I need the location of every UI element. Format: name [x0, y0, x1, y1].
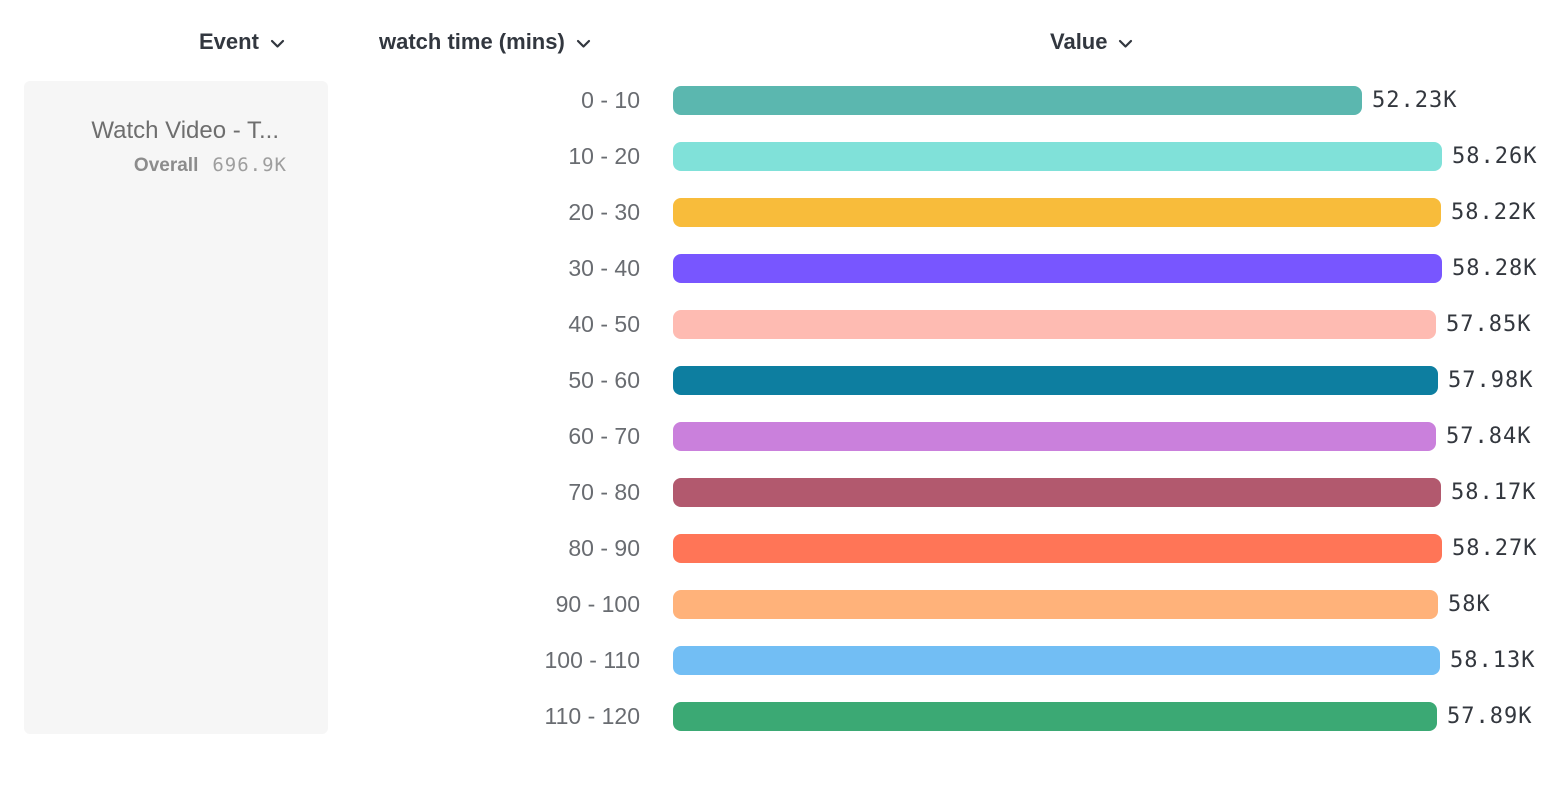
- value-column-label: Value: [1050, 29, 1108, 54]
- chart-row: 0 - 10 52.23K: [0, 86, 1537, 115]
- chevron-down-icon: [1118, 39, 1133, 49]
- bar[interactable]: [673, 366, 1438, 395]
- bar[interactable]: [673, 590, 1438, 619]
- chart-row: 70 - 80 58.17K: [0, 478, 1537, 507]
- event-title: Watch Video - T...: [91, 117, 279, 144]
- value-label: 52.23K: [1372, 88, 1458, 113]
- bar[interactable]: [673, 478, 1441, 507]
- category-label: 90 - 100: [555, 591, 640, 617]
- bar[interactable]: [673, 534, 1442, 563]
- overall-value: 696.9K: [212, 154, 287, 176]
- bar[interactable]: [673, 422, 1436, 451]
- bar[interactable]: [673, 254, 1442, 283]
- overall-row: Overall 696.9K: [24, 154, 328, 177]
- value-label: 57.89K: [1447, 704, 1533, 729]
- category-label: 100 - 110: [544, 647, 640, 673]
- event-legend-card[interactable]: Watch Video - T... Overall 696.9K: [24, 81, 328, 734]
- chevron-down-icon: [270, 39, 285, 49]
- chart-row: 30 - 40 58.28K: [0, 254, 1537, 283]
- event-column-header[interactable]: Event: [199, 29, 285, 55]
- overall-label: Overall: [133, 155, 199, 176]
- value-column-header[interactable]: Value: [1050, 29, 1133, 55]
- bar-chart-rows: 0 - 10 52.23K 10 - 20 58.26K 20 - 30 58.…: [0, 86, 1537, 758]
- value-label: 57.84K: [1446, 424, 1532, 449]
- chart-row: 20 - 30 58.22K: [0, 198, 1537, 227]
- category-label: 20 - 30: [568, 199, 640, 225]
- category-label: 50 - 60: [568, 367, 640, 393]
- category-label: 40 - 50: [568, 311, 640, 337]
- bar[interactable]: [673, 702, 1437, 731]
- chart-row: 10 - 20 58.26K: [0, 142, 1537, 171]
- bar[interactable]: [673, 646, 1440, 675]
- value-label: 58.27K: [1452, 536, 1538, 561]
- chart-row: 100 - 110 58.13K: [0, 646, 1537, 675]
- bar[interactable]: [673, 198, 1441, 227]
- chart-row: 80 - 90 58.27K: [0, 534, 1537, 563]
- value-label: 58.17K: [1451, 480, 1537, 505]
- chart-row: 90 - 100 58K: [0, 590, 1537, 619]
- category-label: 60 - 70: [568, 423, 640, 449]
- event-column-label: Event: [199, 29, 259, 54]
- category-label: 70 - 80: [568, 479, 640, 505]
- watch-time-column-label: watch time (mins): [379, 29, 565, 54]
- value-label: 57.98K: [1448, 368, 1534, 393]
- chevron-down-icon: [576, 39, 591, 49]
- chart-row: 40 - 50 57.85K: [0, 310, 1537, 339]
- bar[interactable]: [673, 310, 1436, 339]
- category-label: 0 - 10: [581, 87, 640, 113]
- value-label: 57.85K: [1446, 312, 1532, 337]
- value-label: 58.13K: [1450, 648, 1536, 673]
- value-label: 58K: [1448, 592, 1491, 617]
- chart-row: 110 - 120 57.89K: [0, 702, 1537, 731]
- category-label: 30 - 40: [568, 255, 640, 281]
- category-label: 80 - 90: [568, 535, 640, 561]
- chart-row: 50 - 60 57.98K: [0, 366, 1537, 395]
- category-label: 10 - 20: [568, 143, 640, 169]
- bar[interactable]: [673, 142, 1442, 171]
- value-label: 58.26K: [1452, 144, 1538, 169]
- value-label: 58.22K: [1451, 200, 1537, 225]
- chart-row: 60 - 70 57.84K: [0, 422, 1537, 451]
- watch-time-column-header[interactable]: watch time (mins): [379, 29, 591, 55]
- value-label: 58.28K: [1452, 256, 1538, 281]
- category-label: 110 - 120: [544, 703, 640, 729]
- bar[interactable]: [673, 86, 1362, 115]
